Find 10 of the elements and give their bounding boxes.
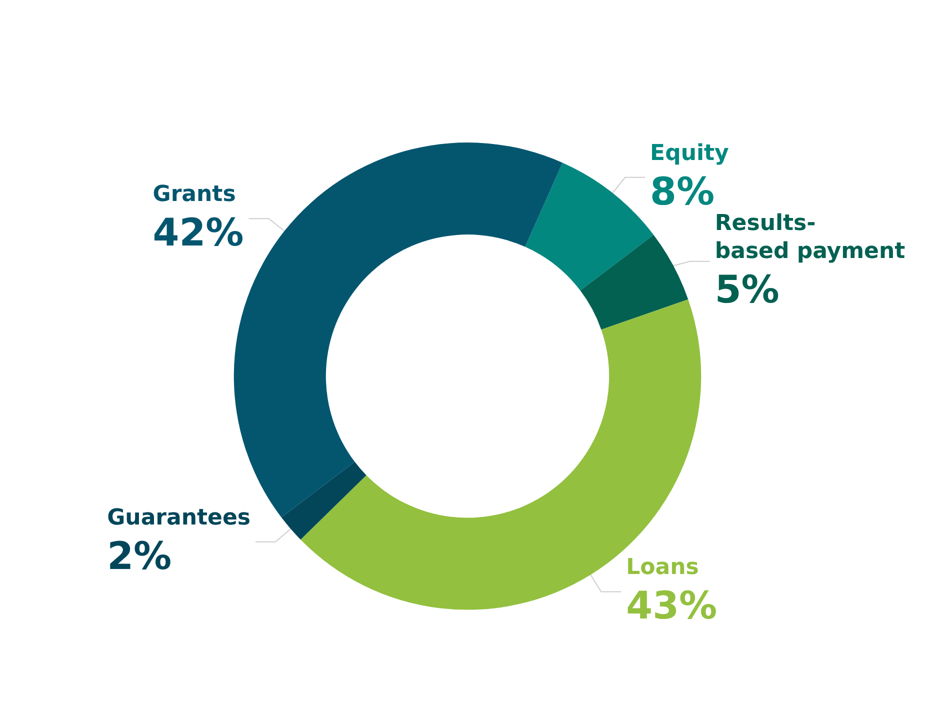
data-label: 43% xyxy=(626,584,718,628)
slice-label: Guarantees xyxy=(107,505,251,530)
slice-label: Loans xyxy=(626,555,699,580)
data-label: 8% xyxy=(650,169,715,214)
data-label: 5% xyxy=(714,267,780,312)
slice-label: Equity xyxy=(650,140,729,166)
slice-label: Grants xyxy=(152,182,236,208)
slice-label: Results-based payment xyxy=(714,210,906,264)
data-label: 2% xyxy=(107,534,172,578)
data-label: 42% xyxy=(152,210,244,255)
